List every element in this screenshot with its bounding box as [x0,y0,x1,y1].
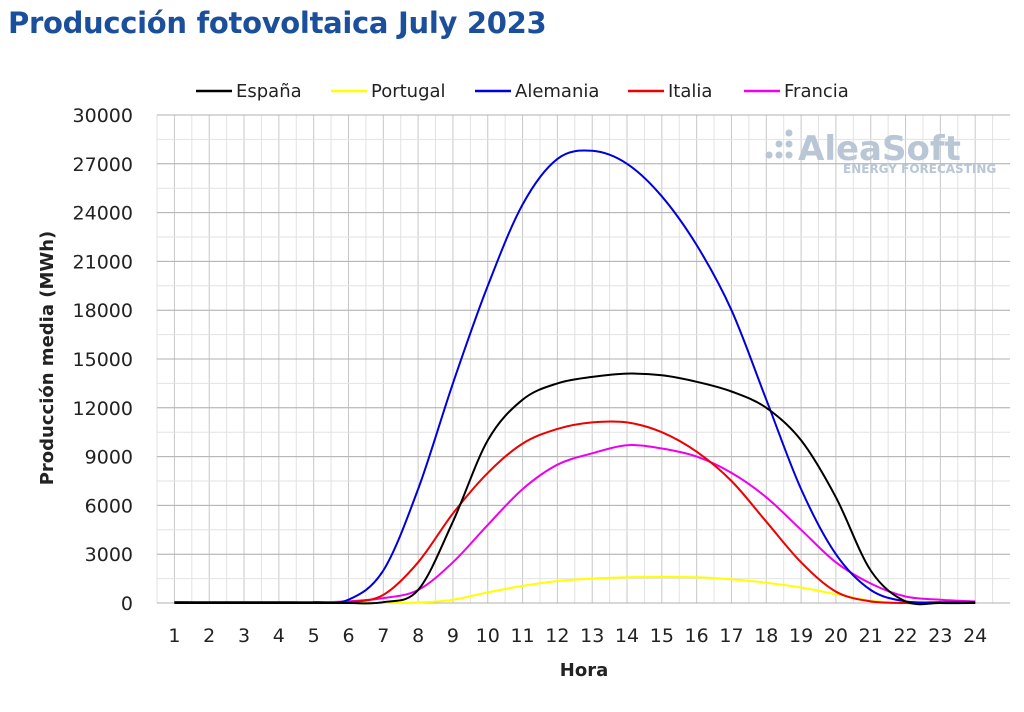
series-line-españa [174,372,976,606]
x-tick-label: 8 [412,625,424,647]
x-tick-labels: 1 2 3 4 5 6 7 8 9 10 11 12 13 14 15 16 17 18 19 20 21 22 23 24 [168,625,987,647]
x-tick-label: 14 [615,625,639,647]
watermark-dot [775,140,783,148]
legend-label: Francia [784,81,849,102]
x-axis-title: Hora [560,660,608,681]
legend-label: Italia [668,81,712,102]
watermark-dot [785,140,793,148]
watermark-dot [775,151,783,159]
watermark-tagline: ENERGY FORECASTING [843,162,996,176]
x-tick-label: 2 [203,625,215,647]
x-tick-label: 17 [719,625,743,647]
x-tick-label: 18 [754,625,778,647]
watermark-dot [765,151,773,159]
x-tick-label: 7 [377,625,389,647]
y-tick-label: 3000 [85,544,133,566]
watermark-dot [785,151,793,159]
grid-lines [156,114,1010,604]
x-tick-label: 22 [893,625,917,647]
y-tick-labels: 0 3000 6000 9000 12000 15000 18000 21000 24000 27… [73,105,133,615]
x-tick-label: 5 [308,625,320,647]
y-tick-label: 12000 [73,398,133,420]
y-axis-title: Producción media (MWh) [37,231,58,486]
legend-label: Alemania [515,81,599,102]
legend-label: Portugal [371,81,446,102]
x-tick-label: 3 [238,625,250,647]
y-tick-label: 9000 [85,447,133,469]
y-tick-label: 24000 [73,203,133,225]
legend: España Portugal Alemania Italia Francia [196,81,849,102]
x-tick-label: 19 [789,625,813,647]
x-tick-label: 16 [685,625,709,647]
chart-title: Producción fotovoltaica July 2023 [8,6,547,40]
y-tick-label: 0 [121,593,133,615]
x-tick-label: 9 [447,625,459,647]
y-tick-label: 6000 [85,495,133,517]
y-tick-label: 21000 [73,251,133,273]
x-tick-label: 10 [476,625,500,647]
legend-label: España [236,81,302,102]
series-lines [174,149,976,606]
y-tick-label: 15000 [73,349,133,371]
x-tick-label: 21 [859,625,883,647]
x-tick-label: 20 [824,625,848,647]
x-tick-label: 15 [650,625,674,647]
y-tick-label: 30000 [73,105,133,127]
x-tick-label: 4 [273,625,285,647]
x-tick-label: 13 [580,625,604,647]
x-tick-label: 24 [963,625,987,647]
aleasoft-watermark: AleaSoft ENERGY FORECASTING [765,129,996,176]
x-tick-label: 11 [510,625,534,647]
x-tick-label: 23 [928,625,952,647]
watermark-brand: AleaSoft [798,129,961,169]
x-tick-label: 12 [545,625,569,647]
y-tick-label: 18000 [73,300,133,322]
x-tick-label: 6 [342,625,354,647]
y-tick-label: 27000 [73,154,133,176]
x-tick-label: 1 [168,625,180,647]
watermark-dot [785,129,793,137]
